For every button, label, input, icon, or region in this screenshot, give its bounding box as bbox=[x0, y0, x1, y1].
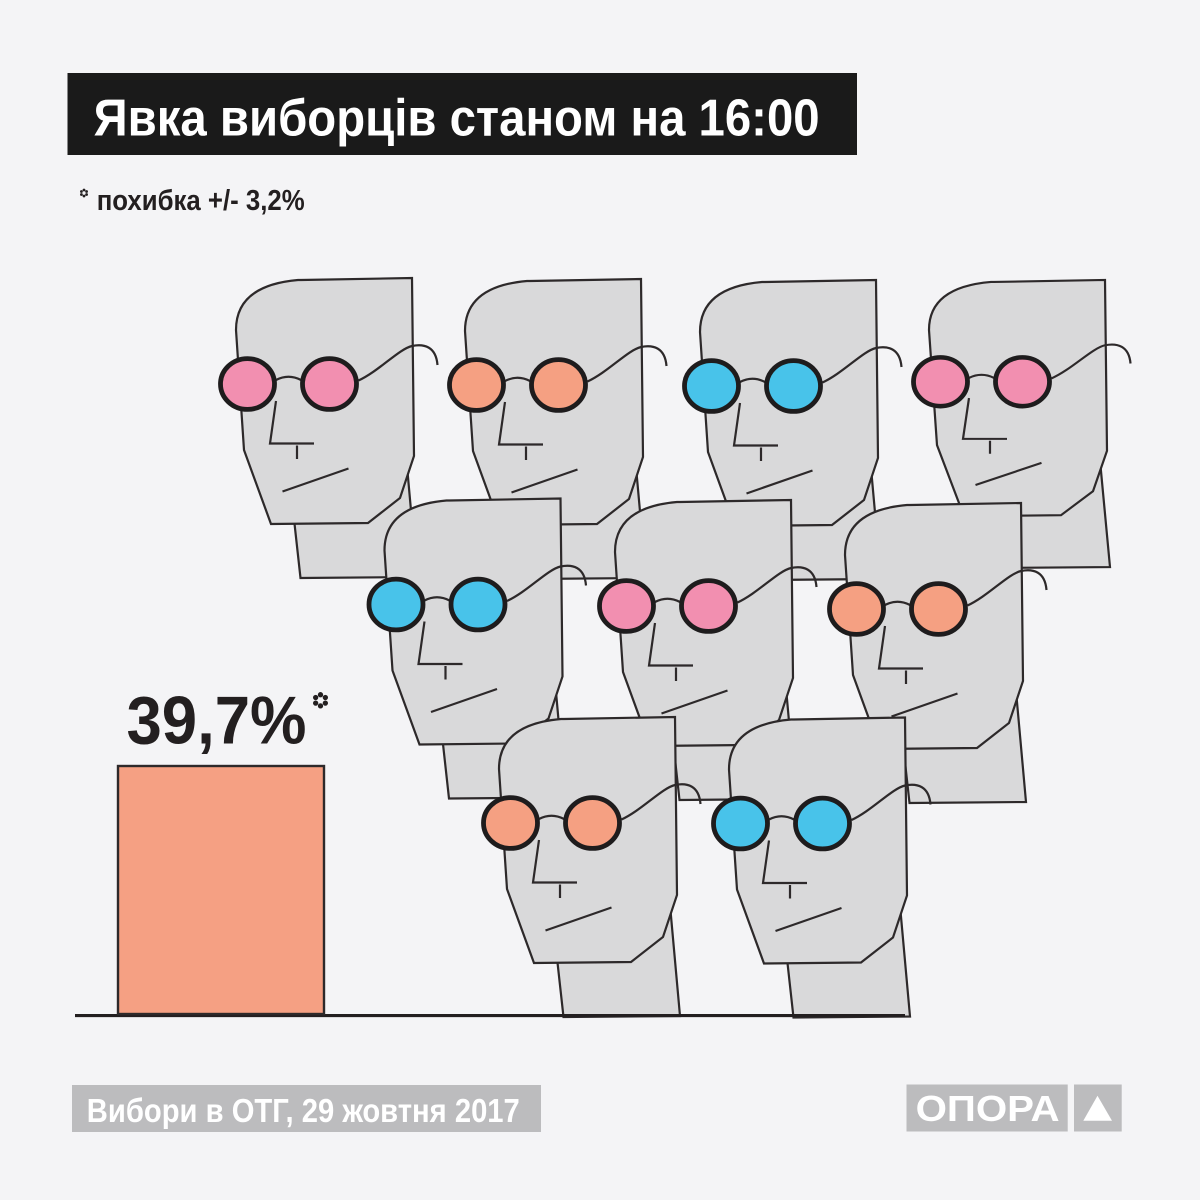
svg-text:39,7%: 39,7% bbox=[127, 683, 307, 759]
svg-text:Явка виборців станом на 16:00: Явка виборців станом на 16:00 bbox=[94, 90, 820, 148]
svg-text:ОПОРА: ОПОРА bbox=[916, 1088, 1060, 1129]
svg-text:Вибори в ОТГ, 29 жовтня 2017: Вибори в ОТГ, 29 жовтня 2017 bbox=[87, 1092, 520, 1129]
svg-text:похибка +/- 3,2%: похибка +/- 3,2% bbox=[97, 185, 305, 217]
